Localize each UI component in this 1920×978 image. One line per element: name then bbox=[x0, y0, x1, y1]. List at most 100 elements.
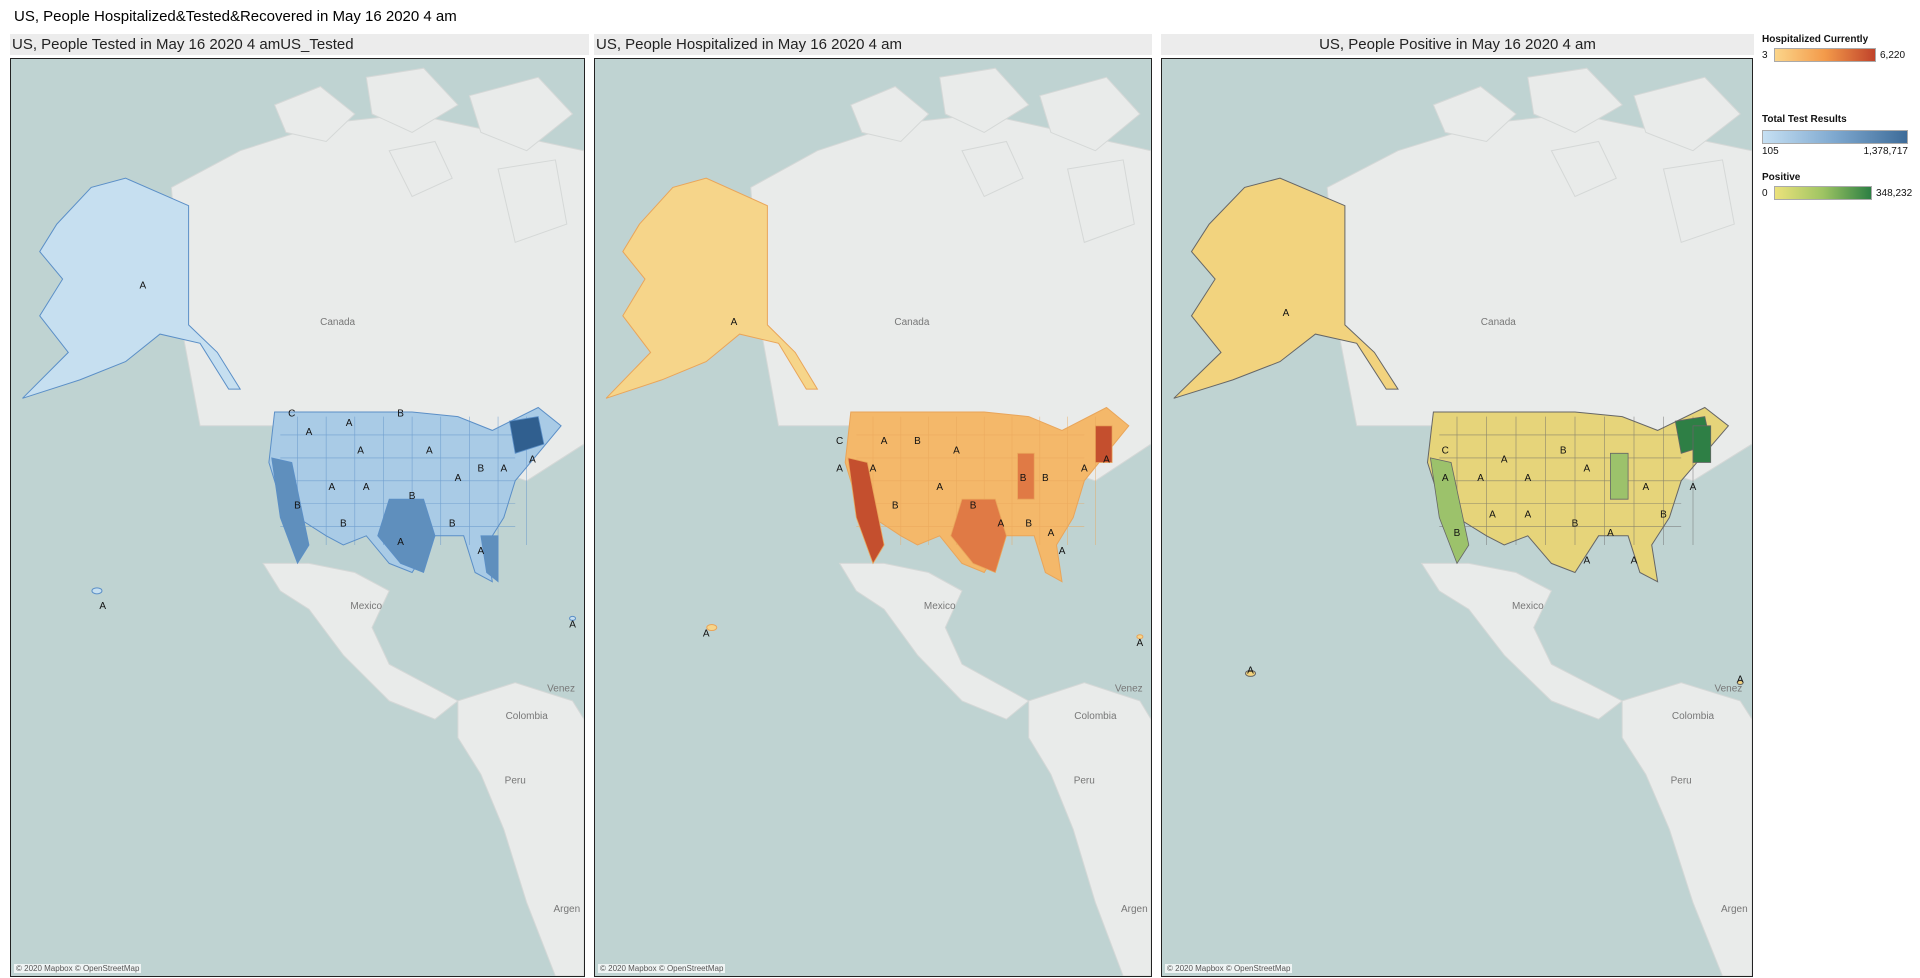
state-texas[interactable] bbox=[377, 498, 436, 574]
state-new-jersey[interactable] bbox=[1094, 425, 1113, 463]
place-label-peru: Peru bbox=[505, 775, 526, 786]
state-contiguous-us[interactable] bbox=[844, 406, 1130, 583]
land-arctic-island bbox=[365, 67, 459, 133]
land-mexico bbox=[262, 562, 459, 720]
state-hawaii[interactable] bbox=[706, 624, 718, 632]
state-illinois[interactable] bbox=[1609, 452, 1629, 500]
state-label: C bbox=[288, 409, 295, 420]
place-label-mexico: Mexico bbox=[350, 601, 382, 612]
state-label: A bbox=[500, 464, 507, 475]
state-label: A bbox=[306, 427, 313, 438]
tested-map[interactable]: Canada Mexico Colombia Peru Venez Argen A C A B A A… bbox=[10, 58, 585, 977]
state-label: A bbox=[529, 454, 536, 465]
map-attribution[interactable]: © 2020 Mapbox © OpenStreetMap bbox=[14, 964, 142, 973]
land-arctic-island bbox=[1039, 76, 1141, 152]
state-label: A bbox=[1524, 510, 1531, 521]
state-label: A bbox=[836, 464, 843, 475]
state-label: A bbox=[1048, 528, 1055, 539]
state-label: A bbox=[1642, 482, 1649, 493]
state-label: A bbox=[455, 473, 462, 484]
hospitalized-map-title: US, People Hospitalized in May 16 2020 4… bbox=[594, 34, 1152, 55]
tested-map-canvas: CanadaMexicoColombiaPeruVenezArgenACABAA… bbox=[22, 67, 584, 976]
place-label-colombia: Colombia bbox=[506, 711, 549, 722]
legend-color-ramp bbox=[1774, 48, 1876, 62]
legend-title: Total Test Results bbox=[1762, 114, 1847, 125]
territory-puerto-rico[interactable] bbox=[1136, 634, 1144, 640]
state-label: A bbox=[998, 519, 1005, 530]
place-label-venezuela: Venez bbox=[1115, 684, 1143, 695]
state-label: B bbox=[1042, 473, 1049, 484]
state-alaska[interactable] bbox=[22, 177, 242, 399]
state-new-jersey[interactable] bbox=[1692, 425, 1712, 463]
map-attribution[interactable]: © 2020 Mapbox © OpenStreetMap bbox=[598, 964, 726, 973]
state-label: A bbox=[1690, 482, 1697, 493]
land-south-america bbox=[1028, 682, 1151, 976]
map-attribution[interactable]: © 2020 Mapbox © OpenStreetMap bbox=[1165, 964, 1293, 973]
state-label: B bbox=[1660, 510, 1667, 521]
state-alaska[interactable] bbox=[605, 177, 819, 399]
state-new-york[interactable] bbox=[509, 416, 545, 454]
legend-color-ramp bbox=[1762, 130, 1908, 144]
place-label-argentina: Argen bbox=[553, 904, 580, 915]
state-label: B bbox=[294, 500, 301, 511]
place-label-peru: Peru bbox=[1074, 775, 1095, 786]
state-hawaii[interactable] bbox=[1245, 669, 1256, 677]
legend-total-tests: Total Test Results 105 1,378,717 bbox=[1762, 114, 1908, 157]
positive-map-panel: US, People Positive in May 16 2020 4 am … bbox=[1161, 34, 1754, 977]
land-arctic-island bbox=[1550, 140, 1617, 198]
place-label-colombia: Colombia bbox=[1672, 711, 1715, 722]
land-arctic-island bbox=[850, 85, 930, 143]
place-label-canada: Canada bbox=[1481, 317, 1516, 328]
land-arctic-island bbox=[1527, 67, 1624, 133]
state-alaska[interactable] bbox=[1173, 177, 1399, 399]
state-florida[interactable] bbox=[480, 535, 499, 583]
state-label: A bbox=[1081, 464, 1088, 475]
hospitalized-map[interactable]: Canada Mexico Colombia Peru Venez Argen A C A B A A… bbox=[594, 58, 1152, 977]
territory-puerto-rico[interactable] bbox=[569, 615, 577, 621]
state-label: B bbox=[892, 500, 899, 511]
place-label-canada: Canada bbox=[320, 317, 355, 328]
state-california[interactable] bbox=[847, 457, 885, 565]
state-label: A bbox=[426, 445, 433, 456]
state-label: A bbox=[703, 629, 710, 640]
state-label: C bbox=[836, 436, 843, 447]
state-texas[interactable] bbox=[950, 498, 1007, 574]
land-arctic-island bbox=[273, 85, 356, 143]
legend-min: 0 bbox=[1762, 187, 1768, 199]
land-south-america bbox=[1621, 682, 1752, 976]
state-label: A bbox=[1631, 555, 1638, 566]
state-california[interactable] bbox=[1429, 457, 1470, 565]
positive-map-title: US, People Positive in May 16 2020 4 am bbox=[1161, 34, 1754, 55]
positive-map[interactable]: Canada Mexico Colombia Peru Venez Argen A C A B A A… bbox=[1161, 58, 1753, 977]
land-mexico bbox=[838, 562, 1030, 720]
state-california[interactable] bbox=[271, 457, 310, 565]
dashboard-title: US, People Hospitalized&Tested&Recovered… bbox=[14, 8, 457, 25]
state-contiguous-us[interactable] bbox=[1426, 406, 1730, 583]
state-label: B bbox=[1020, 473, 1027, 484]
place-label-colombia: Colombia bbox=[1074, 711, 1117, 722]
state-label: A bbox=[569, 620, 576, 631]
territory-puerto-rico[interactable] bbox=[1736, 680, 1744, 686]
place-label-argentina: Argen bbox=[1121, 904, 1148, 915]
place-label-peru: Peru bbox=[1671, 775, 1692, 786]
state-label: C bbox=[1442, 445, 1449, 456]
legend-title: Positive bbox=[1762, 172, 1801, 183]
positive-map-canvas: Canada Mexico Colombia Peru Venez Argen A C A B A A… bbox=[1173, 67, 1752, 976]
state-label: B bbox=[340, 519, 347, 530]
state-illinois[interactable] bbox=[1017, 452, 1035, 500]
state-hawaii[interactable] bbox=[91, 587, 103, 595]
legend-positive: Positive 0 348,232 bbox=[1762, 172, 1912, 200]
land-arctic-island bbox=[388, 140, 453, 198]
land-arctic-island bbox=[1432, 85, 1517, 143]
state-label: A bbox=[139, 280, 146, 291]
state-label: A bbox=[731, 317, 738, 328]
tested-map-panel: US, People Tested in May 16 2020 4 amUS_… bbox=[10, 34, 589, 977]
land-south-america bbox=[457, 682, 584, 976]
land-arctic-island bbox=[961, 140, 1024, 198]
land-arctic-island bbox=[497, 159, 568, 244]
place-label-mexico: Mexico bbox=[924, 601, 956, 612]
state-label: A bbox=[1477, 473, 1484, 484]
legend-hospitalized: Hospitalized Currently 3 6,220 bbox=[1762, 34, 1905, 62]
state-label: A bbox=[953, 445, 960, 456]
state-label: A bbox=[346, 418, 353, 429]
